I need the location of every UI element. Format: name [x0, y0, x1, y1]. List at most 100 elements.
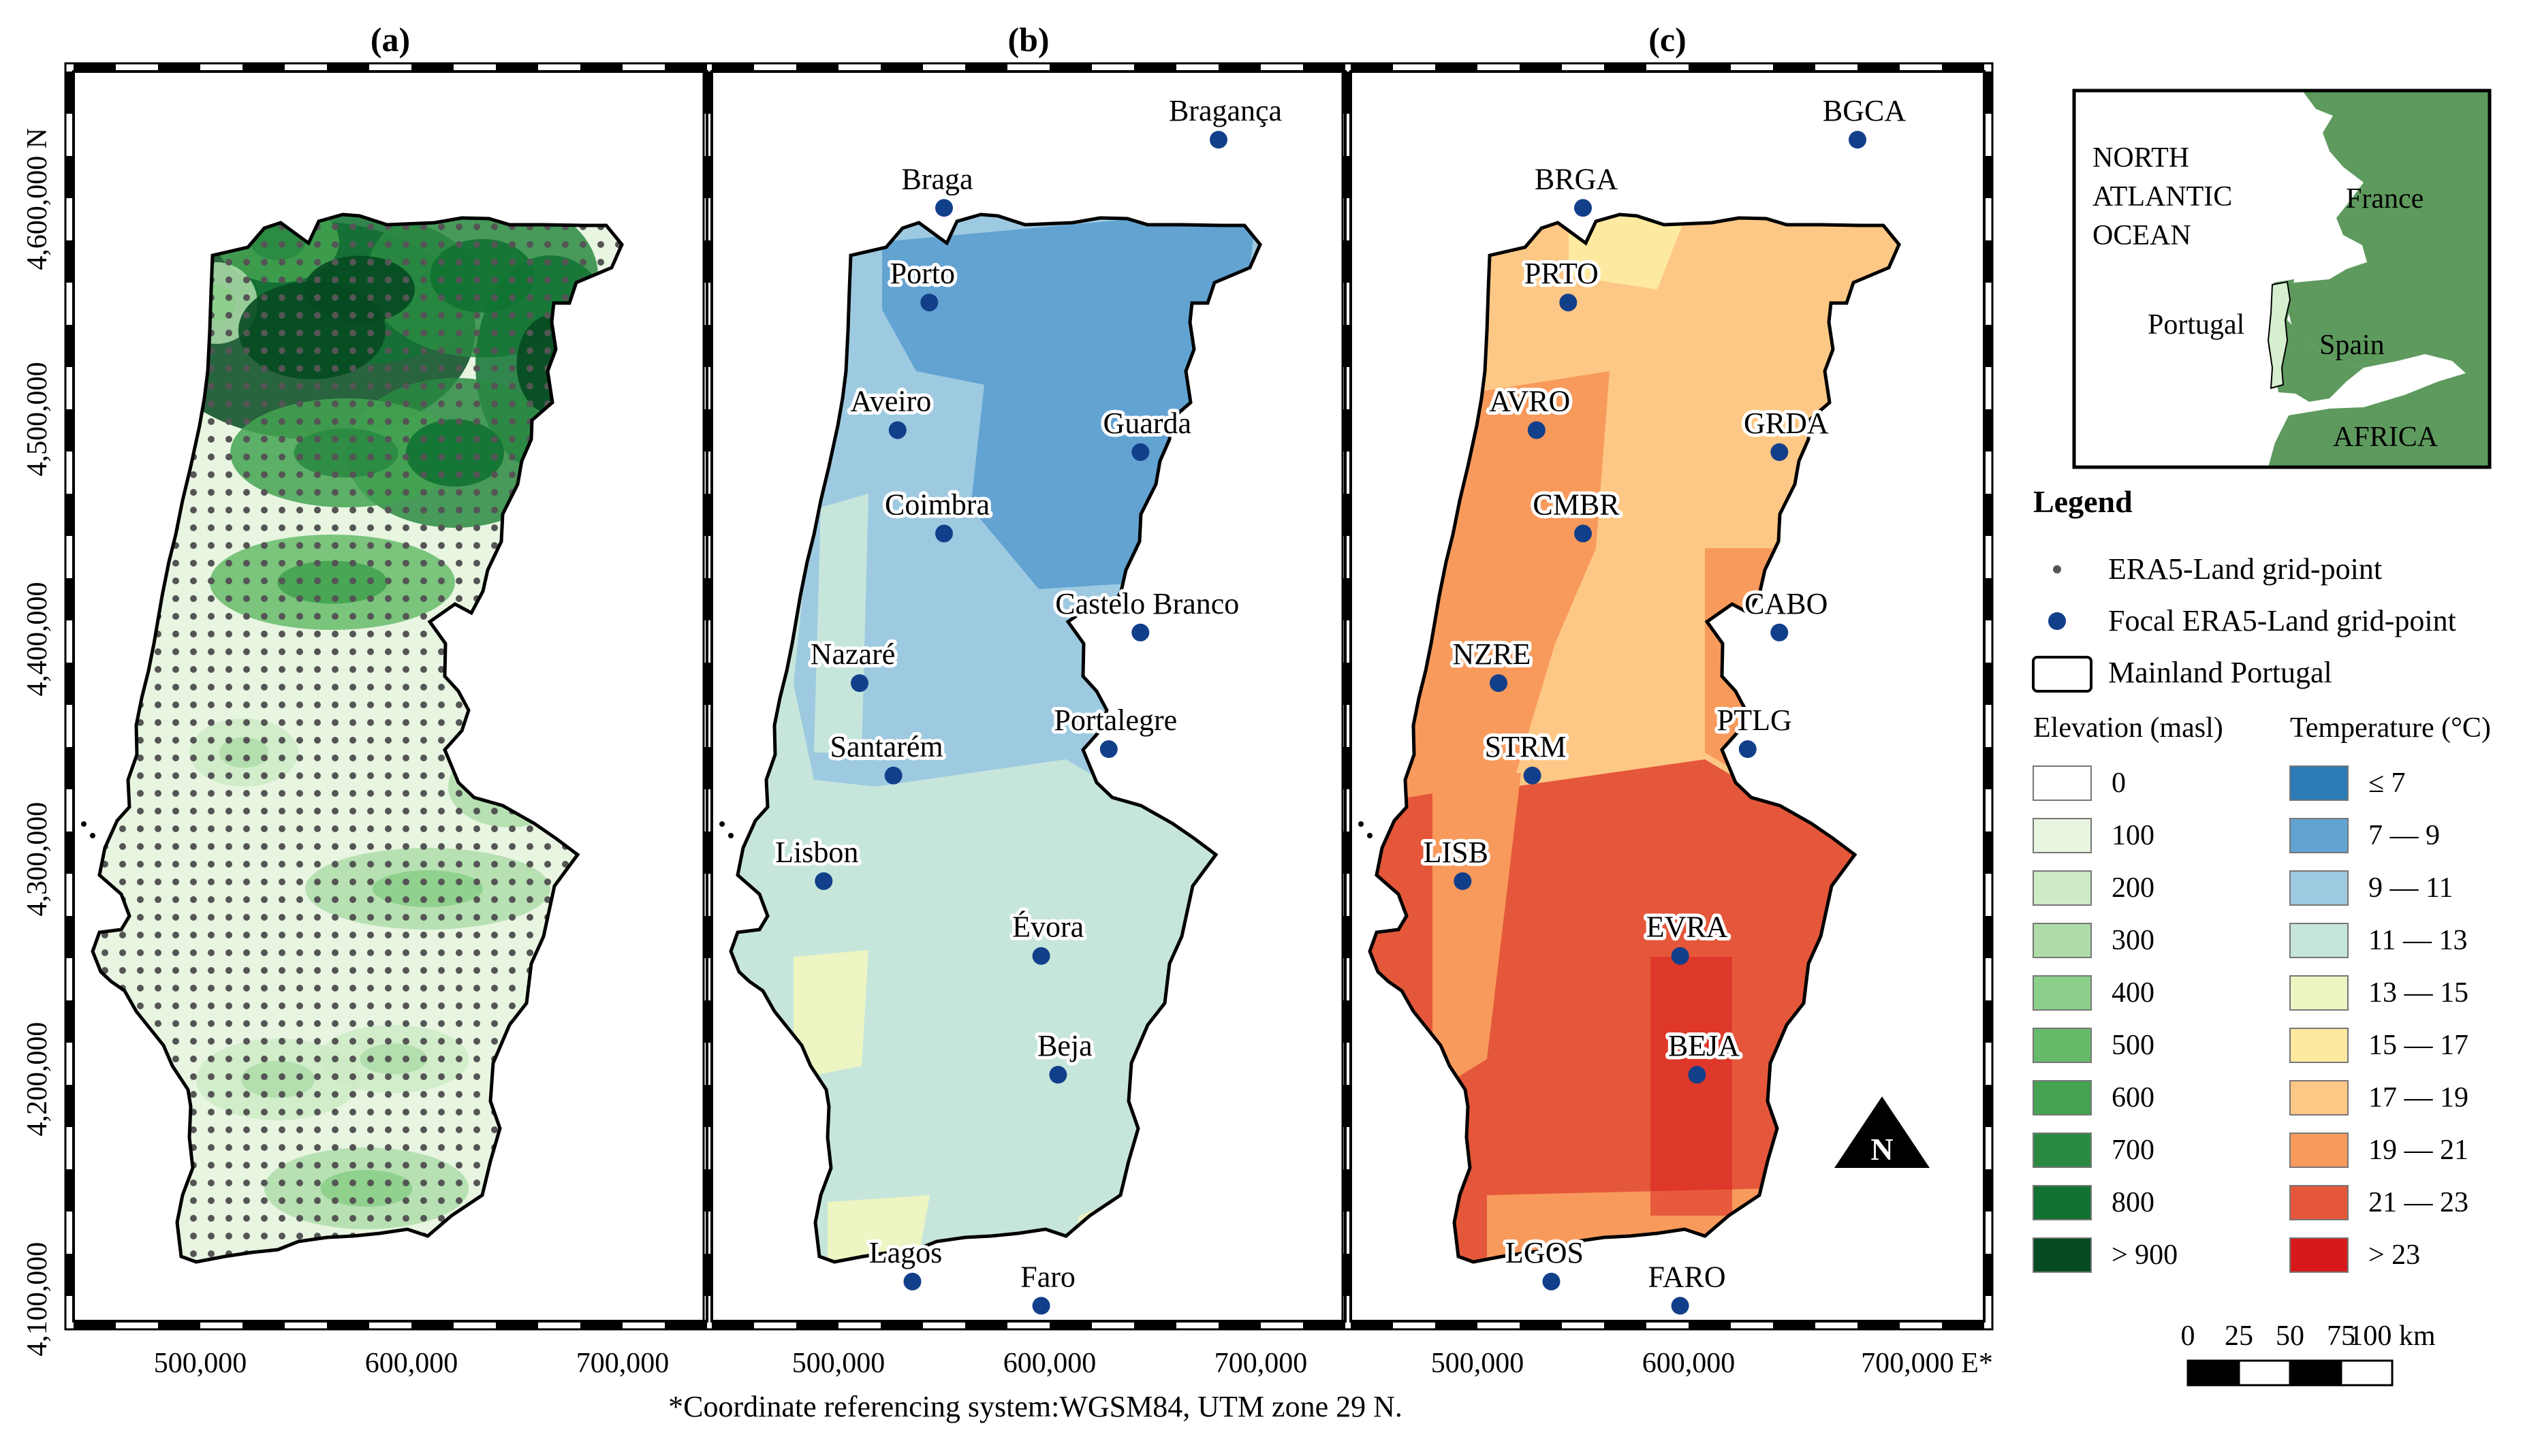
focal-point	[1527, 421, 1546, 439]
elevation-swatch	[2033, 1080, 2092, 1115]
legend: Legend ERA5-Land grid-point Focal ERA5-L…	[2032, 484, 2491, 1387]
inset-label-ocean-1: NORTH	[2092, 142, 2189, 174]
focal-point	[920, 294, 939, 312]
focal-point	[851, 674, 868, 693]
focal-point	[1738, 740, 1757, 759]
panel-border-c	[1341, 62, 1994, 1331]
inset-label-ocean-2: ATLANTIC	[2092, 181, 2232, 212]
city-label: BGCA	[1823, 94, 1906, 127]
city-label: LGOS	[1505, 1236, 1584, 1269]
temperature-swatch	[2289, 975, 2349, 1011]
city-label: PTLG	[1717, 703, 1792, 737]
inset-map: NORTH ATLANTIC OCEAN France Portugal Spa…	[2072, 89, 2492, 469]
elevation-class-label: 700	[2112, 1135, 2154, 1166]
inset-frame	[2072, 89, 2492, 469]
panel-c: (c) 500,000 600,000 700,000 E* BGCA BRGA PRTO A…	[1341, 20, 1994, 1379]
elevation-class-label: 100	[2112, 820, 2154, 851]
city-label: Braga	[901, 162, 973, 195]
city-label: AVRO	[1489, 385, 1570, 418]
focal-point	[815, 872, 833, 890]
city-label: Lisbon	[775, 836, 858, 869]
city-label: Beja	[1037, 1029, 1093, 1062]
temperature-class-label: 19 — 21	[2368, 1135, 2468, 1166]
elevation-class-label: 500	[2112, 1030, 2154, 1061]
city-label: CABO	[1744, 587, 1828, 620]
city-label: GRDA	[1744, 407, 1829, 440]
scale-label-75: 75	[2327, 1320, 2355, 1352]
scale-seg-2	[2238, 1359, 2291, 1387]
focal-point	[1671, 1297, 1689, 1315]
y-tick-label: 4,400,000	[22, 582, 53, 697]
panel-label-a: (a)	[371, 20, 410, 59]
temperature-class-label: 13 — 15	[2368, 977, 2468, 1009]
focal-point	[1770, 623, 1789, 642]
focal-point	[1099, 740, 1118, 759]
elevation-class-label: > 900	[2112, 1239, 2178, 1271]
city-label: Castelo Branco	[1055, 587, 1239, 620]
x-tick-label: 700,000	[576, 1348, 670, 1379]
x-tick-label: 600,000	[1642, 1348, 1736, 1379]
elevation-legend-title: Elevation (masl)	[2033, 712, 2223, 744]
focal-point	[1671, 947, 1689, 965]
temperature-swatch	[2289, 923, 2349, 958]
temperature-swatch	[2289, 1028, 2349, 1063]
focal-point	[1688, 1066, 1706, 1084]
temperature-swatch	[2289, 1185, 2349, 1220]
elevation-swatch	[2033, 818, 2092, 853]
x-tick-label: 600,000	[365, 1348, 458, 1379]
inset-label-france: France	[2346, 183, 2424, 215]
city-label: STRM	[1485, 730, 1567, 763]
city-label: Guarda	[1103, 407, 1192, 440]
focal-point	[888, 421, 907, 439]
inset-portugal	[2267, 281, 2291, 390]
elevation-swatch	[2033, 1133, 2092, 1168]
inset-land-iberia	[2268, 279, 2364, 402]
city-label: Porto	[890, 257, 955, 290]
focal-point	[1574, 524, 1592, 543]
city-label: BRGA	[1535, 162, 1618, 195]
focal-point	[1559, 294, 1578, 312]
temperature-swatch	[2289, 1133, 2349, 1168]
city-label: NZRE	[1453, 637, 1531, 671]
y-tick-label: 4,500,000	[22, 362, 53, 476]
city-label: Santarém	[830, 730, 943, 763]
city-label: Faro	[1020, 1260, 1076, 1293]
focal-point	[1049, 1066, 1067, 1084]
x-tick-label: 600,000	[1003, 1348, 1097, 1379]
elevation-swatch	[2033, 923, 2092, 958]
svg-text:N: N	[1870, 1132, 1893, 1167]
focal-point	[1454, 872, 1472, 890]
elevation-class-label: 200	[2112, 872, 2154, 904]
temperature-swatch	[2289, 870, 2349, 906]
city-label: Portalegre	[1054, 703, 1177, 737]
temperature-class-label: 21 — 23	[2368, 1187, 2468, 1218]
elevation-class-label: 800	[2112, 1187, 2154, 1218]
focal-point	[1849, 131, 1866, 149]
temperature-class-label: ≤ 7	[2368, 767, 2406, 799]
legend-item-grid-point: ERA5-Land grid-point	[2108, 552, 2382, 586]
y-tick-label: 4,200,000	[22, 1022, 53, 1137]
elevation-swatch	[2033, 870, 2092, 906]
inset-label-africa: AFRICA	[2333, 422, 2439, 453]
inset-label-portugal: Portugal	[2148, 309, 2244, 341]
focal-point	[1131, 443, 1150, 461]
scale-label-50: 50	[2276, 1320, 2304, 1352]
city-label: CMBR	[1533, 488, 1620, 521]
temperature-class-label: 7 — 9	[2368, 820, 2440, 851]
elevation-class-label: 600	[2112, 1082, 2154, 1113]
city-label: Nazaré	[811, 637, 896, 671]
north-arrow: N	[1834, 1096, 1930, 1168]
focal-point	[1131, 623, 1150, 642]
panel-label-b: (b)	[1007, 20, 1049, 59]
panel-label-c: (c)	[1648, 20, 1687, 59]
inset-land-uk	[2330, 92, 2391, 167]
inset-land-europe	[2268, 91, 2490, 467]
temperature-class-label: 9 — 11	[2368, 872, 2453, 904]
y-tick-label: 4,600,000 N	[22, 128, 53, 270]
city-label: PRTO	[1524, 257, 1599, 290]
x-tick-label: 500,000	[1431, 1348, 1524, 1379]
focal-point	[1032, 1297, 1050, 1315]
focal-point	[1032, 947, 1050, 965]
temperature-class-label: > 23	[2368, 1239, 2420, 1271]
focal-point	[1210, 131, 1227, 149]
